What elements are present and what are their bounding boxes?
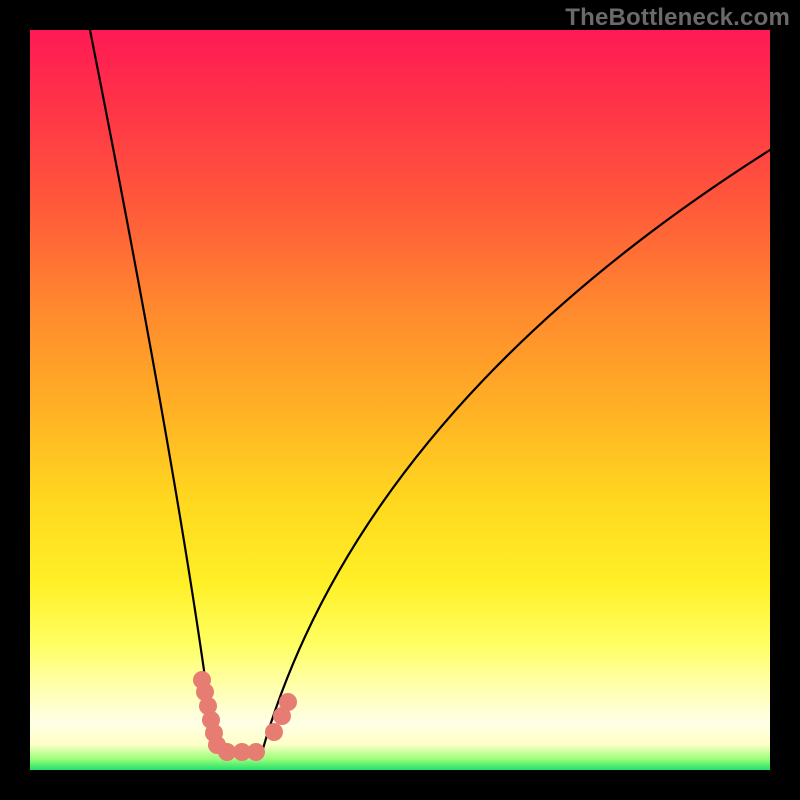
chart-frame: TheBottleneck.com — [0, 0, 800, 800]
marker-group — [193, 671, 297, 761]
plot-area — [30, 30, 770, 770]
marker-layer — [30, 30, 770, 770]
marker-dot — [279, 693, 297, 711]
watermark-text: TheBottleneck.com — [565, 4, 790, 32]
marker-dot — [265, 723, 283, 741]
marker-dot — [247, 743, 265, 761]
